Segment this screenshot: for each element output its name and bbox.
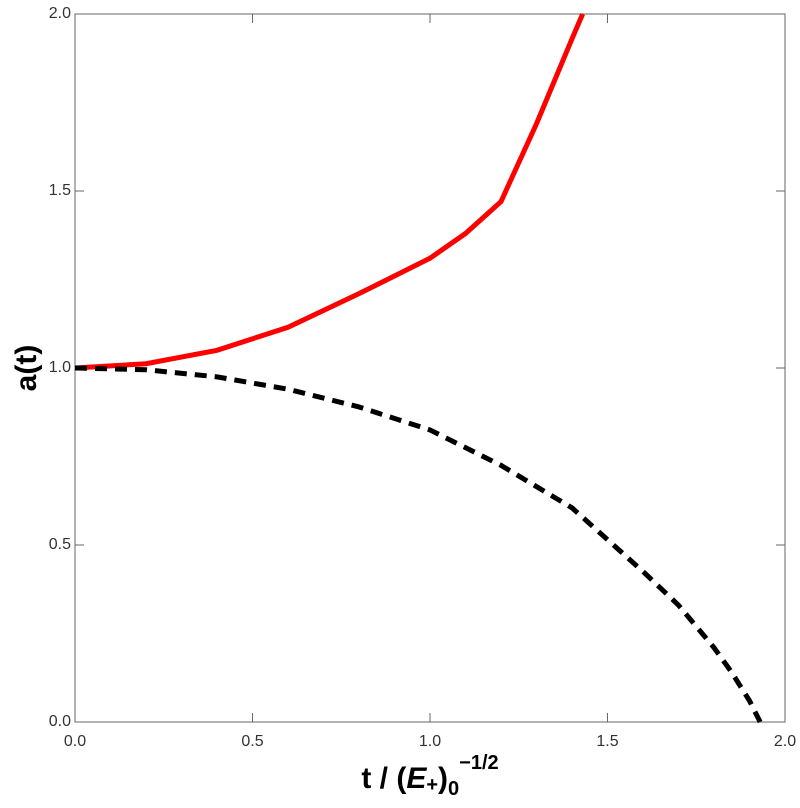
x-label-part: ) [438,762,448,795]
y-tick-label: 2.0 [49,5,71,22]
x-tick-label: 1.0 [419,733,441,750]
x-tick-label: 1.5 [596,733,618,750]
x-label-part: t / ( [361,762,406,795]
series-line [74,365,763,724]
x-axis-label: t / (E+)0−1/2 [361,752,498,800]
x-tick-label: 0.0 [64,733,86,750]
x-label-part: 0 [448,778,459,800]
x-tick-label: 2.0 [774,733,796,750]
x-label-part: E [406,762,427,795]
y-tick-label: 0.0 [49,713,71,730]
plot-frame [74,13,786,723]
series-line [74,13,585,371]
x-label-part: −1/2 [459,752,498,774]
x-tick-label: 0.5 [241,733,263,750]
x-label-part: + [426,774,438,796]
y-axis-label: a(t) [10,345,43,392]
y-tick-label: 1.0 [49,359,71,376]
y-tick-label: 1.5 [49,182,71,199]
y-tick-label: 0.5 [49,536,71,553]
